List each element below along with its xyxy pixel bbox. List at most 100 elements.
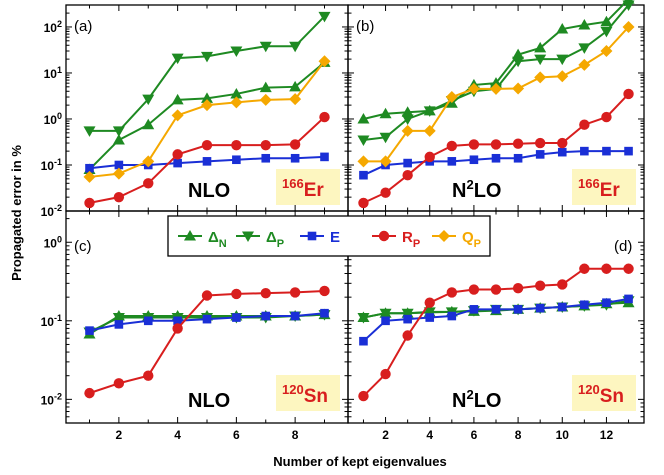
point-RP (260, 287, 271, 299)
point-E (513, 305, 523, 314)
point-RP (534, 137, 546, 149)
point-QP (401, 124, 414, 137)
nucleus-label-box (572, 169, 636, 205)
point-E (624, 146, 633, 156)
point-QP (490, 82, 502, 95)
point-DeltaP (259, 41, 272, 53)
legend-label-DeltaP: ΔP (266, 229, 284, 250)
point-RP (172, 323, 183, 334)
nucleus-label-box (276, 169, 340, 205)
point-RP (623, 88, 634, 100)
nucleus-label: 166Er (578, 176, 620, 201)
point-RP (579, 119, 590, 130)
point-DeltaP (556, 54, 569, 66)
point-RP (446, 287, 458, 298)
point-DeltaN (534, 41, 547, 53)
point-E (491, 305, 501, 314)
point-E (173, 316, 182, 326)
series-line-DeltaN (363, 0, 630, 120)
point-DeltaN (142, 118, 155, 130)
point-E (359, 336, 368, 346)
point-RP (601, 263, 612, 274)
point-DeltaN (578, 19, 591, 30)
point-E (425, 313, 435, 322)
y-axis-title: Propagated error in % (9, 145, 24, 281)
point-DeltaP (401, 114, 414, 125)
y-tick-label: 10-2 (41, 203, 62, 219)
point-E (535, 150, 545, 159)
point-E (381, 316, 390, 326)
nucleus-label: 166Er (282, 176, 324, 201)
y-tick-label: 101 (44, 65, 62, 81)
legend-label-E: E (330, 229, 340, 246)
point-RP (113, 378, 125, 389)
point-DeltaP (423, 106, 436, 117)
point-DeltaN (289, 80, 302, 92)
point-QP (171, 109, 184, 122)
point-E (85, 163, 94, 173)
point-E (580, 146, 589, 156)
order-label: NLO (188, 180, 230, 202)
order-label: NLO (188, 390, 230, 412)
point-E (447, 157, 457, 166)
point-QP (142, 155, 155, 168)
point-QP (423, 124, 436, 137)
legend-marker-DeltaP (242, 231, 254, 242)
point-DeltaP (112, 126, 125, 137)
point-E (202, 157, 212, 166)
point-DeltaP (423, 307, 436, 318)
panel-b: (b) N2LO 166Er (347, 0, 645, 212)
point-DeltaP (112, 313, 125, 324)
point-E (290, 153, 300, 163)
point-QP (556, 70, 569, 83)
panel-a: 10-2 10-1 100 101 102 (a) NLO 166Er (41, 4, 349, 219)
point-QP (622, 20, 635, 33)
panel-letter: (c) (74, 238, 92, 255)
point-QP (230, 96, 243, 109)
point-E (469, 155, 479, 165)
y-tick-label: 102 (44, 19, 62, 35)
point-DeltaN (201, 92, 213, 103)
point-RP (231, 288, 242, 300)
point-E (290, 311, 300, 321)
point-E (143, 316, 153, 326)
x-tick-label: 4 (174, 428, 181, 442)
point-DeltaP (600, 26, 613, 38)
point-RP (319, 111, 330, 123)
point-RP (557, 279, 568, 290)
y-tick-label: 100 (44, 111, 62, 127)
point-E (85, 326, 94, 335)
point-QP (318, 55, 331, 68)
point-DeltaN (259, 81, 272, 93)
point-DeltaP (578, 43, 591, 54)
point-E (469, 305, 479, 314)
point-E (557, 302, 567, 312)
nucleus-label-box (572, 375, 636, 411)
nucleus-label: 120Sn (282, 382, 328, 407)
x-tick-label: 6 (471, 428, 478, 442)
series-line-DeltaP (89, 15, 326, 132)
point-E (624, 294, 633, 304)
point-E (232, 155, 241, 165)
point-RP (260, 139, 271, 151)
point-DeltaN (600, 15, 613, 27)
point-DeltaN (512, 48, 525, 60)
point-RP (424, 151, 435, 163)
point-RP (534, 280, 546, 291)
point-DeltaP (622, 0, 635, 11)
panel-letter: (b) (356, 18, 374, 35)
point-E (320, 308, 329, 318)
x-tick-label: 8 (292, 428, 299, 442)
point-E (261, 153, 271, 163)
point-RP (601, 111, 612, 123)
point-RP (231, 139, 242, 151)
point-RP (490, 284, 502, 295)
point-DeltaP (318, 11, 331, 23)
legend-marker-RP (378, 230, 390, 242)
point-E (173, 158, 182, 168)
point-DeltaP (230, 46, 243, 58)
point-RP (402, 169, 413, 181)
legend-marker-E (307, 231, 317, 241)
point-QP (259, 93, 272, 106)
point-RP (512, 138, 524, 149)
